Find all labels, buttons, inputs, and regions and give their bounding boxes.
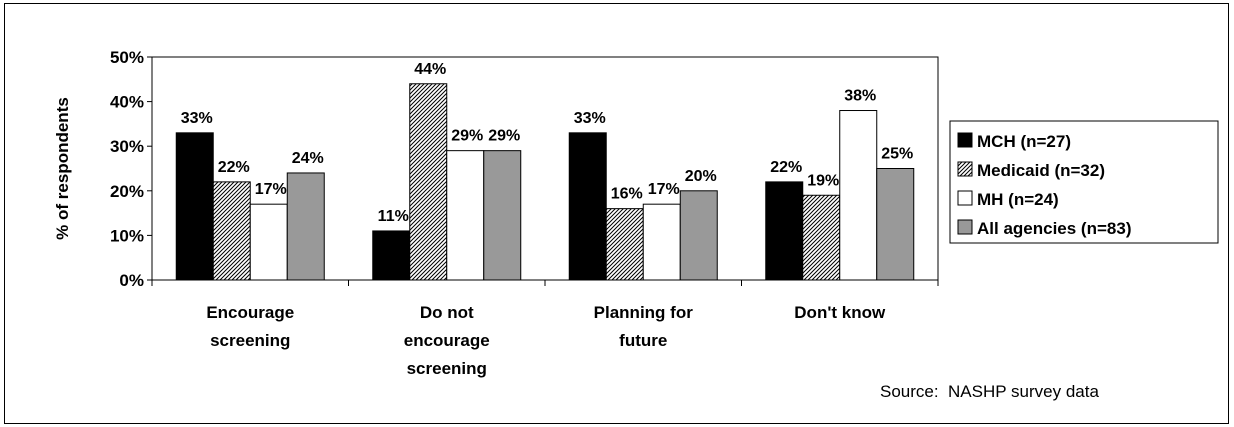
y-tick-label: 50%	[110, 48, 144, 67]
data-label: 16%	[611, 186, 643, 203]
bar	[568, 132, 607, 281]
bar	[679, 190, 718, 281]
bar	[839, 110, 878, 281]
data-label: 17%	[648, 181, 680, 198]
data-label: 20%	[685, 168, 717, 185]
data-label: 19%	[807, 172, 839, 189]
bar	[249, 203, 288, 281]
bar	[212, 181, 251, 281]
data-label: 33%	[574, 110, 606, 127]
data-label: 11%	[378, 208, 409, 225]
legend-entry: All agencies (n=83)	[977, 219, 1131, 238]
legend-swatch	[957, 190, 973, 206]
source-note: Source: NASHP survey data	[880, 382, 1099, 401]
bar	[605, 208, 644, 281]
y-tick-label: 20%	[110, 182, 144, 201]
x-category-label: screening	[210, 331, 290, 350]
data-label: 33%	[181, 110, 213, 127]
bar	[483, 150, 522, 281]
legend-entry: MH (n=24)	[977, 190, 1059, 209]
data-label: 25%	[881, 146, 913, 163]
x-category-label: Do not	[420, 303, 474, 322]
bar	[286, 172, 325, 281]
legend-swatch	[957, 132, 973, 148]
y-axis-label: % of respondents	[53, 97, 72, 240]
data-label: 24%	[292, 150, 324, 167]
data-label: 22%	[218, 159, 250, 176]
x-category-label: encourage	[404, 331, 490, 350]
y-tick-label: 30%	[110, 137, 144, 156]
data-label: 29%	[488, 128, 520, 145]
bar	[372, 230, 411, 281]
data-label: 17%	[255, 181, 287, 198]
x-category-label: future	[619, 331, 667, 350]
data-label: 44%	[414, 61, 446, 78]
x-category-label: screening	[407, 359, 487, 378]
data-label: 29%	[451, 128, 483, 145]
legend-entry: Medicaid (n=32)	[977, 161, 1105, 180]
chart-frame	[4, 3, 1229, 424]
bar	[446, 150, 485, 281]
bar	[765, 181, 804, 281]
data-label: 22%	[770, 159, 802, 176]
x-category-label: Planning for	[594, 303, 694, 322]
data-label: 38%	[844, 88, 876, 105]
y-tick-label: 0%	[119, 271, 144, 290]
legend-swatch	[957, 219, 973, 235]
legend-box	[949, 120, 1219, 244]
x-category-label: Don't know	[794, 303, 886, 322]
y-tick-label: 10%	[110, 226, 144, 245]
legend-entry: MCH (n=27)	[977, 132, 1071, 151]
y-tick-label: 40%	[110, 93, 144, 112]
legend-swatch	[957, 161, 973, 177]
bar	[175, 132, 214, 281]
bar	[802, 194, 841, 281]
bar	[876, 168, 915, 281]
bar	[409, 83, 448, 281]
x-category-label: Encourage	[206, 303, 294, 322]
bar	[642, 203, 681, 281]
